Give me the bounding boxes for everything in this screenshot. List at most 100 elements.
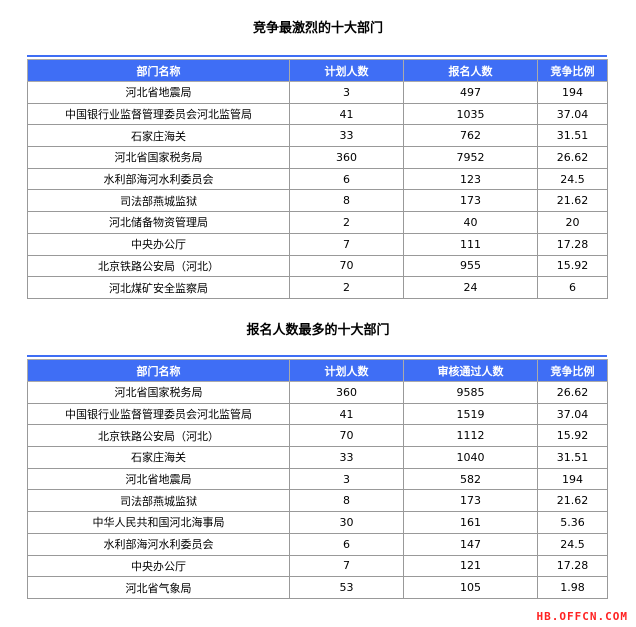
table-row: 河北省地震局 3 497 194 — [27, 81, 608, 104]
table-cell: 762 — [403, 124, 538, 148]
table-row: 中央办公厅 7 121 17.28 — [27, 554, 608, 578]
table1-title: 竞争最激烈的十大部门 — [252, 21, 383, 36]
table-cell: 1.98 — [537, 576, 608, 599]
table-row: 河北省国家税务局 360 7952 26.62 — [27, 146, 608, 169]
table-cell: 5.36 — [537, 511, 608, 534]
table-cell: 1112 — [403, 424, 538, 448]
table-cell: 河北储备物资管理局 — [27, 211, 290, 234]
table-cell: 6 — [289, 167, 404, 191]
table-cell: 173 — [403, 189, 538, 213]
column-header: 部门名称 — [27, 59, 290, 82]
table-row: 中国银行业监督管理委员会河北监管局 41 1035 37.04 — [27, 102, 608, 126]
table-cell: 2 — [289, 211, 404, 234]
table2: 部门名称 计划人数 审核通过人数 竞争比例 河北省国家税务局 360 9585 26.62 中国… — [27, 355, 608, 599]
table-cell: 21.62 — [537, 189, 608, 213]
table-cell: 河北省国家税务局 — [27, 146, 290, 169]
table-cell: 7 — [289, 554, 404, 578]
table-cell: 173 — [403, 489, 538, 513]
table-cell: 161 — [403, 511, 538, 534]
table-cell: 1040 — [403, 446, 538, 469]
table-cell: 15.92 — [537, 254, 608, 278]
table-row: 北京铁路公安局（河北） 70 955 15.92 — [27, 254, 608, 278]
table1: 部门名称 计划人数 报名人数 竞争比例 河北省地震局 3 497 194 中国银行业监督管理委员… — [27, 55, 608, 299]
table-cell: 河北煤矿安全监察局 — [27, 276, 290, 299]
table-cell: 河北省地震局 — [27, 467, 290, 491]
table-cell: 33 — [289, 446, 404, 469]
table-cell: 41 — [289, 102, 404, 126]
table-cell: 40 — [403, 211, 538, 234]
table-cell: 中国银行业监督管理委员会河北监管局 — [27, 402, 290, 426]
table-cell: 中央办公厅 — [27, 232, 290, 256]
table-row: 水利部海河水利委员会 6 123 24.5 — [27, 167, 608, 191]
table-cell: 37.04 — [537, 102, 608, 126]
table-cell: 70 — [289, 254, 404, 278]
table-cell: 中央办公厅 — [27, 554, 290, 578]
table-cell: 中华人民共和国河北海事局 — [27, 511, 290, 534]
column-header: 报名人数 — [403, 59, 538, 82]
table-cell: 水利部海河水利委员会 — [27, 167, 290, 191]
table-row: 河北省国家税务局 360 9585 26.62 — [27, 381, 608, 404]
table-cell: 360 — [289, 146, 404, 169]
table-cell: 北京铁路公安局（河北） — [27, 254, 290, 278]
table-cell: 21.62 — [537, 489, 608, 513]
column-header: 审核通过人数 — [403, 359, 538, 382]
table-cell: 582 — [403, 467, 538, 491]
table-row: 北京铁路公安局（河北） 70 1112 15.92 — [27, 424, 608, 448]
table-cell: 194 — [537, 81, 608, 104]
table-row: 河北省气象局 53 105 1.98 — [27, 576, 608, 599]
table-cell: 24.5 — [537, 167, 608, 191]
column-header: 竞争比例 — [537, 59, 608, 82]
table-cell: 15.92 — [537, 424, 608, 448]
table-cell: 26.62 — [537, 146, 608, 169]
table-cell: 30 — [289, 511, 404, 534]
table-cell: 河北省国家税务局 — [27, 381, 290, 404]
table-row: 河北省地震局 3 582 194 — [27, 467, 608, 491]
table-cell: 121 — [403, 554, 538, 578]
column-header: 计划人数 — [289, 359, 404, 382]
table-cell: 24.5 — [537, 532, 608, 556]
table-cell: 31.51 — [537, 124, 608, 148]
watermark: HB.OFFCN.COM — [536, 610, 628, 623]
table-cell: 7952 — [403, 146, 538, 169]
table-row: 司法部燕城监狱 8 173 21.62 — [27, 189, 608, 213]
table-cell: 26.62 — [537, 381, 608, 404]
table-row: 中华人民共和国河北海事局 30 161 5.36 — [27, 511, 608, 534]
table-cell: 1519 — [403, 402, 538, 426]
table-cell: 105 — [403, 576, 538, 599]
table-row: 中国银行业监督管理委员会河北监管局 41 1519 37.04 — [27, 402, 608, 426]
table-cell: 中国银行业监督管理委员会河北监管局 — [27, 102, 290, 126]
table-cell: 3 — [289, 81, 404, 104]
table-row: 石家庄海关 33 1040 31.51 — [27, 446, 608, 469]
table-cell: 37.04 — [537, 402, 608, 426]
table-cell: 33 — [289, 124, 404, 148]
table-cell: 24 — [403, 276, 538, 299]
table-cell: 2 — [289, 276, 404, 299]
table-cell: 17.28 — [537, 232, 608, 256]
table-cell: 水利部海河水利委员会 — [27, 532, 290, 556]
table-cell: 41 — [289, 402, 404, 426]
table-cell: 河北省气象局 — [27, 576, 290, 599]
table-cell: 17.28 — [537, 554, 608, 578]
table-cell: 7 — [289, 232, 404, 256]
table-cell: 955 — [403, 254, 538, 278]
table-cell: 6 — [289, 532, 404, 556]
table-cell: 8 — [289, 189, 404, 213]
table-cell: 9585 — [403, 381, 538, 404]
table-cell: 北京铁路公安局（河北） — [27, 424, 290, 448]
table-cell: 1035 — [403, 102, 538, 126]
table-cell: 3 — [289, 467, 404, 491]
table-row: 中央办公厅 7 111 17.28 — [27, 232, 608, 256]
table-cell: 司法部燕城监狱 — [27, 189, 290, 213]
table-row: 水利部海河水利委员会 6 147 24.5 — [27, 532, 608, 556]
table-cell: 31.51 — [537, 446, 608, 469]
table-row: 石家庄海关 33 762 31.51 — [27, 124, 608, 148]
table-cell: 111 — [403, 232, 538, 256]
table-cell: 20 — [537, 211, 608, 234]
table-cell: 6 — [537, 276, 608, 299]
table-cell: 53 — [289, 576, 404, 599]
table-row: 河北储备物资管理局 2 40 20 — [27, 211, 608, 234]
column-header: 计划人数 — [289, 59, 404, 82]
table-cell: 70 — [289, 424, 404, 448]
table-cell: 石家庄海关 — [27, 446, 290, 469]
column-header: 部门名称 — [27, 359, 290, 382]
